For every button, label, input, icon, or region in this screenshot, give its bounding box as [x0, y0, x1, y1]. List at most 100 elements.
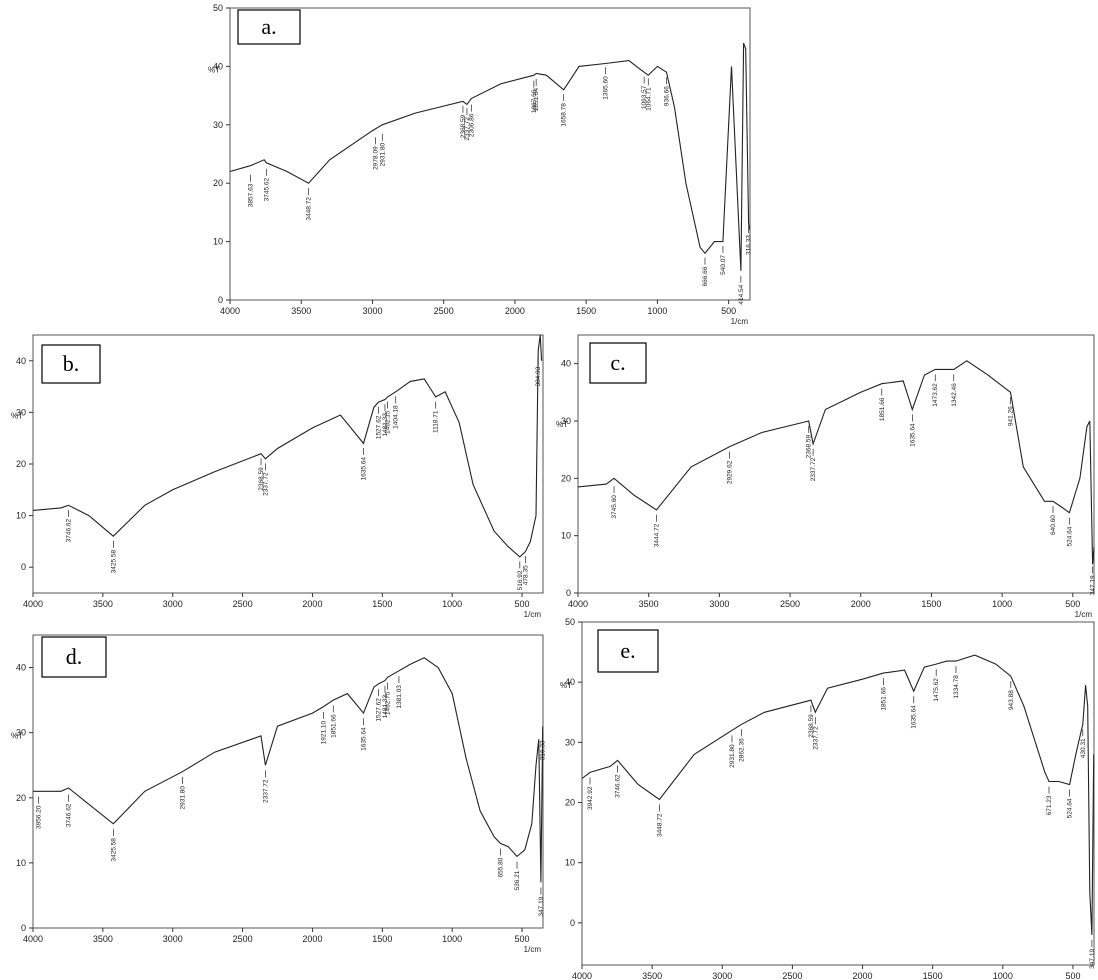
peak-label: 1365.60	[602, 76, 609, 100]
peak-label: 2368.59	[808, 714, 815, 738]
x-axis-label: 1/cm	[524, 945, 542, 954]
peak-label: 941.26	[1007, 406, 1014, 426]
peak-label: 384.93	[535, 366, 542, 386]
peak-label: 1851.66	[880, 687, 887, 711]
y-tick-label: 40	[213, 61, 223, 71]
panel-c: 0 10 20 30 40 4000 3500 3000 2500 2000 1500 1000 500…	[556, 334, 1097, 619]
peak-label: 1635.64	[909, 423, 916, 447]
peak-label: 1475.62	[933, 678, 940, 702]
y-tick-label: 30	[565, 737, 575, 747]
y-axis-label: %T	[11, 732, 23, 741]
peak-label: 1342.46	[951, 383, 958, 407]
x-tick-label: 1500	[921, 599, 941, 609]
x-tick-label: 4000	[23, 599, 43, 609]
peak-label: 1481.33	[382, 694, 389, 718]
panel-e: 0 10 20 30 40 50 4000 3500 3000 2500 2000 1500 1000 5…	[560, 617, 1096, 980]
peak-label: 3444.72	[653, 523, 660, 547]
peak-label: 536.21	[514, 870, 521, 890]
peak-label: 478.35	[522, 565, 529, 585]
panel-label-box	[237, 9, 301, 45]
x-tick-label: 500	[515, 599, 530, 609]
y-axis-label: %T	[11, 411, 23, 420]
peak-label: 2306.86	[468, 113, 475, 137]
y-tick-label: 0	[570, 918, 575, 928]
x-tick-label: 3000	[712, 971, 732, 980]
peak-label: 640.60	[1050, 515, 1057, 535]
panel-label: d.	[66, 644, 83, 669]
peak-label: 3745.60	[611, 495, 618, 519]
panel-label: a.	[261, 14, 276, 39]
peak-label: 1093.57	[641, 85, 648, 109]
panel-label-box	[41, 636, 107, 678]
peak-label: 1064.71	[645, 87, 652, 111]
peak-label: 3942.92	[587, 786, 594, 810]
x-tick-label: 2000	[302, 599, 322, 609]
peak-label: 936.66	[664, 86, 671, 106]
peak-label: 1462.15	[385, 410, 392, 434]
peak-label: 2931.80	[179, 786, 186, 810]
x-tick-label: 3000	[163, 934, 183, 944]
x-tick-label: 2000	[851, 599, 871, 609]
peak-label: 943.88	[1008, 690, 1015, 710]
peak-label: 1635.64	[360, 727, 367, 751]
x-tick-label: 2500	[780, 599, 800, 609]
peak-label: 3746.62	[65, 803, 72, 827]
y-tick-label: 10	[565, 858, 575, 868]
peak-label: 1527.62	[376, 698, 383, 722]
x-tick-label: 3500	[642, 971, 662, 980]
x-tick-label: 2000	[505, 306, 525, 316]
x-tick-label: 2500	[782, 971, 802, 980]
peak-label: 414.54	[738, 284, 745, 304]
x-axis-label: 1/cm	[524, 610, 542, 619]
x-tick-label: 2500	[233, 934, 253, 944]
peak-label: 2368.59	[806, 434, 813, 458]
y-axis-label: %T	[560, 681, 572, 690]
y-tick-label: 20	[16, 793, 26, 803]
peak-label: 347.19	[1090, 575, 1097, 595]
x-tick-label: 3500	[291, 306, 311, 316]
y-tick-label: 10	[16, 511, 26, 521]
x-tick-label: 1000	[442, 934, 462, 944]
x-tick-label: 4000	[568, 599, 588, 609]
x-tick-label: 3500	[93, 934, 113, 944]
peak-label: 316.33	[746, 235, 753, 255]
x-tick-label: 4000	[572, 971, 592, 980]
x-tick-label: 2000	[302, 934, 322, 944]
y-axis-label: %T	[208, 65, 220, 74]
peak-label: 2368.59	[460, 114, 467, 138]
peak-label: 671.23	[1046, 795, 1053, 815]
x-tick-label: 4000	[220, 306, 240, 316]
peak-label: 2337.72	[812, 726, 819, 750]
panel-b: 0 10 20 30 40 4000 3500 3000 2500 2000 1500 1000 500…	[11, 334, 544, 619]
y-tick-label: 50	[565, 617, 575, 627]
peak-label: 3746.62	[615, 774, 622, 798]
panel-label: e.	[620, 638, 635, 663]
spectrum-line	[229, 42, 751, 271]
plot-frame	[32, 634, 544, 929]
x-tick-label: 1000	[992, 599, 1012, 609]
y-axis-label: %T	[556, 420, 568, 429]
peak-label: 1334.78	[953, 675, 960, 699]
peak-label: 2862.36	[739, 738, 746, 762]
peak-label: 1851.66	[330, 714, 337, 738]
peak-label: 1381.03	[396, 685, 403, 709]
peak-label: 316.33	[540, 740, 547, 760]
peak-label: 1481.33	[382, 413, 389, 437]
y-tick-label: 30	[561, 416, 571, 426]
peak-label: 1118.71	[433, 410, 440, 433]
x-tick-label: 1000	[442, 599, 462, 609]
x-tick-label: 3500	[639, 599, 659, 609]
panel-label: c.	[610, 350, 625, 375]
x-axis-label: 1/cm	[1075, 610, 1093, 619]
peak-label: 2931.80	[729, 744, 736, 768]
peak-label: 1851.64	[533, 88, 540, 112]
y-tick-label: 0	[21, 923, 26, 933]
y-tick-label: 20	[16, 459, 26, 469]
panel-label-box	[41, 344, 101, 384]
y-tick-label: 30	[213, 120, 223, 130]
peak-label: 1473.62	[932, 383, 939, 407]
panel-label: b.	[63, 351, 80, 376]
x-tick-label: 2000	[853, 971, 873, 980]
peak-label: 1851.66	[879, 397, 886, 421]
peak-label: 347.19	[1089, 949, 1096, 969]
